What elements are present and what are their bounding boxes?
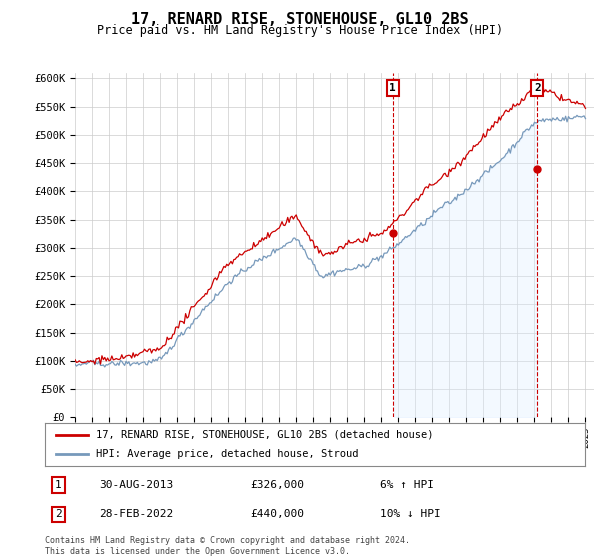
Text: 2: 2 xyxy=(534,83,541,93)
Text: 17, RENARD RISE, STONEHOUSE, GL10 2BS (detached house): 17, RENARD RISE, STONEHOUSE, GL10 2BS (d… xyxy=(96,430,434,440)
Text: HPI: Average price, detached house, Stroud: HPI: Average price, detached house, Stro… xyxy=(96,450,359,459)
Text: 6% ↑ HPI: 6% ↑ HPI xyxy=(380,480,434,490)
Text: 28-FEB-2022: 28-FEB-2022 xyxy=(99,509,173,519)
Text: 30-AUG-2013: 30-AUG-2013 xyxy=(99,480,173,490)
Text: Contains HM Land Registry data © Crown copyright and database right 2024.
This d: Contains HM Land Registry data © Crown c… xyxy=(45,536,410,556)
Text: £440,000: £440,000 xyxy=(250,509,304,519)
Text: 1: 1 xyxy=(389,83,396,93)
Text: Price paid vs. HM Land Registry's House Price Index (HPI): Price paid vs. HM Land Registry's House … xyxy=(97,24,503,37)
Text: £326,000: £326,000 xyxy=(250,480,304,490)
Text: 1: 1 xyxy=(55,480,62,490)
Text: 17, RENARD RISE, STONEHOUSE, GL10 2BS: 17, RENARD RISE, STONEHOUSE, GL10 2BS xyxy=(131,12,469,27)
Text: 2: 2 xyxy=(55,509,62,519)
Text: 10% ↓ HPI: 10% ↓ HPI xyxy=(380,509,440,519)
